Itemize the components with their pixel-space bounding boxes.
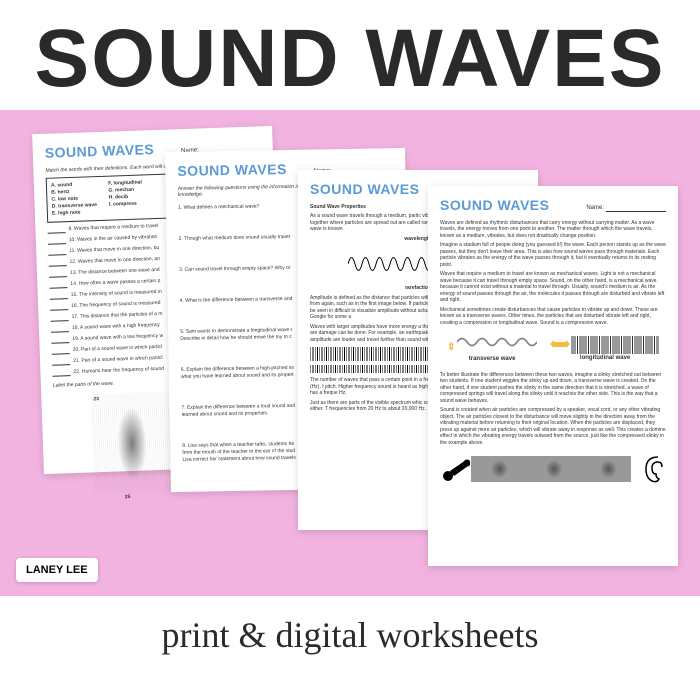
megaphone-icon [440, 454, 470, 484]
transverse-label: transverse wave [447, 355, 537, 363]
para-6: Sound is created when air particles are … [440, 407, 666, 446]
subtitle: print & digital worksheets [0, 596, 700, 674]
para-5: To better illustrate the differences bet… [440, 372, 666, 405]
col-b: F. longitudinal G. mechan H. decib I. co… [108, 180, 143, 216]
longitudinal-col: longitudinal wave [551, 336, 659, 362]
label-23: 23 [93, 396, 99, 403]
longitudinal-label: longitudinal wave [551, 354, 659, 362]
wave-types-row: ⇕ transverse wave longitudinal wave [440, 334, 666, 363]
main-title: SOUND WAVES [0, 0, 700, 110]
sound-wave-strip [471, 456, 631, 482]
transverse-col: ⇕ transverse wave [447, 334, 537, 363]
brand-badge: LANEY LEE [16, 558, 98, 582]
sound-illustration [440, 454, 666, 484]
para-2: Imagine a stadium full of people doing (… [440, 242, 666, 268]
longitudinal-icon [571, 336, 659, 354]
worksheet-4: SOUND WAVES Name: Waves are defined as r… [428, 186, 678, 566]
para-4: Mechanical sometimes create disturbances… [440, 307, 666, 327]
arrow-icon [553, 342, 567, 347]
transverse-icon [457, 334, 537, 350]
para-1: Waves are defined as rhythmic disturbanc… [440, 220, 666, 240]
worksheet-preview-area: SOUND WAVES Name: Match the words with t… [0, 110, 700, 596]
col-a: A. sound B. hertz C. low note D. transve… [51, 182, 98, 219]
para-3: Waves that require a medium to travel ar… [440, 271, 666, 304]
ear-icon [640, 454, 666, 484]
label-25: 25 [125, 494, 131, 501]
